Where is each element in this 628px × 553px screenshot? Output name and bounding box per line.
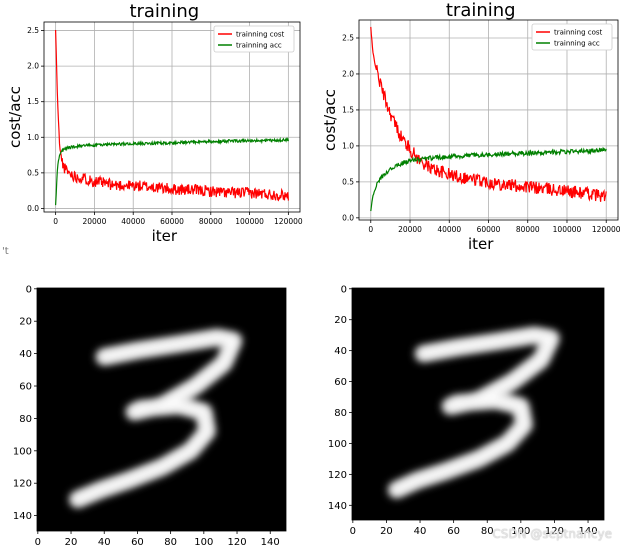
y-tick-label: 2.5	[342, 33, 354, 42]
x-tick-label: 20000	[82, 217, 106, 226]
legend-label-1: trainning cost	[236, 31, 285, 39]
x-tick-label: 80000	[516, 225, 540, 234]
x-tick-label: 20	[380, 526, 393, 537]
y-tick-label: 120	[328, 470, 347, 481]
x-axis-label: iter	[152, 227, 178, 245]
training-chart-1: 0 20000 40000 60000 80000 100000 120000 0.0 0.5 1…	[6, 1, 303, 245]
y-tick-label: 2.0	[27, 62, 39, 71]
digit-image-3: 0 20 40 60 80 100 120 140 0 20 40 60 80 100 120 140	[13, 284, 287, 548]
y-tick-label: 60	[334, 377, 347, 388]
y-tick-label: 100	[13, 446, 32, 457]
digit-stroke-core	[392, 330, 556, 495]
y-tick-label: 1.0	[27, 133, 39, 142]
x-tick-label: 60	[131, 537, 144, 548]
x-tick-label: 0	[53, 217, 58, 226]
y-tick-label: 0.5	[27, 168, 39, 177]
x-tick-label: 40000	[437, 225, 461, 234]
x-tick-label: 120000	[592, 225, 621, 234]
image-frame	[36, 287, 287, 532]
watermark: CSDN @septnancye	[492, 527, 612, 541]
x-tick-label: 0	[350, 526, 356, 537]
x-tick-label: 100000	[235, 217, 264, 226]
stray-mark: 't	[2, 246, 9, 257]
series-line-2	[370, 146, 607, 212]
digit-strokes	[69, 328, 243, 508]
x-tick-label: 120000	[274, 217, 303, 226]
y-tick-label: 1.0	[342, 141, 354, 150]
y-tick-label: 0	[26, 284, 32, 295]
y-tick-label: 40	[19, 349, 32, 360]
y-tick-label: 140	[328, 501, 347, 512]
x-tick-label: 80	[164, 537, 177, 548]
x-tick-label: 120	[227, 537, 246, 548]
series-line-1	[55, 29, 289, 202]
x-tick-label: 60000	[477, 225, 501, 234]
y-tick-label: 100	[328, 439, 347, 450]
y-tick-label: 60	[19, 382, 32, 393]
y-tick-label: 2.0	[342, 69, 354, 78]
y-tick-label: 1.5	[342, 105, 354, 114]
training-chart-2: 0 20000 40000 60000 80000 100000 120000 0.0 0.5 1…	[321, 0, 621, 253]
x-tick-label: 40000	[121, 217, 145, 226]
legend-box	[531, 23, 613, 51]
x-tick-label: 40	[414, 526, 427, 537]
y-tick-label: 0	[341, 284, 347, 295]
y-tick-label: 80	[334, 408, 347, 419]
x-tick-label: 80	[481, 526, 494, 537]
y-axis-label: cost/acc	[6, 86, 24, 148]
legend-label-2: trainning acc	[554, 40, 600, 48]
x-tick-label: 0	[368, 225, 373, 234]
series-line-2	[55, 136, 289, 206]
x-tick-label: 20	[65, 537, 78, 548]
y-tick-label: 0.0	[27, 204, 39, 213]
y-tick-label: 80	[19, 414, 32, 425]
y-axis-label: cost/acc	[321, 89, 339, 151]
x-tick-label: 100	[194, 537, 213, 548]
x-tick-label: 100	[511, 526, 530, 537]
chart-title: training	[129, 1, 199, 22]
y-tick-label: 20	[334, 315, 347, 326]
y-tick-label: 0.5	[342, 177, 354, 186]
y-tick-label: 120	[13, 479, 32, 490]
x-tick-label: 0	[35, 537, 41, 548]
digit-image-4: 0 20 40 60 80 100 120 140 0 20 40 60 80 100 120 140	[328, 284, 605, 537]
digit-stroke-core	[73, 332, 239, 504]
x-tick-label: 140	[578, 526, 597, 537]
y-tick-label: 20	[19, 317, 32, 328]
x-tick-label: 20000	[398, 225, 422, 234]
y-tick-label: 2.5	[27, 26, 39, 35]
x-tick-label: 60	[447, 526, 460, 537]
image-frame	[351, 287, 605, 521]
x-tick-label: 80000	[199, 217, 223, 226]
y-tick-label: 0.0	[342, 213, 354, 222]
x-tick-label: 100000	[553, 225, 582, 234]
x-axis-label: iter	[468, 235, 494, 253]
x-tick-label: 40	[98, 537, 111, 548]
legend-label-1: trainning cost	[554, 29, 603, 37]
legend-label-2: trainning acc	[236, 42, 282, 50]
x-tick-label: 120	[545, 526, 564, 537]
y-tick-label: 1.5	[27, 97, 39, 106]
y-tick-label: 40	[334, 346, 347, 357]
series-line-1	[370, 26, 607, 202]
digit-strokes	[388, 326, 560, 499]
x-tick-label: 60000	[160, 217, 184, 226]
y-tick-label: 140	[13, 511, 32, 522]
chart-title: training	[446, 0, 516, 21]
legend-box	[213, 25, 295, 53]
x-tick-label: 140	[261, 537, 280, 548]
